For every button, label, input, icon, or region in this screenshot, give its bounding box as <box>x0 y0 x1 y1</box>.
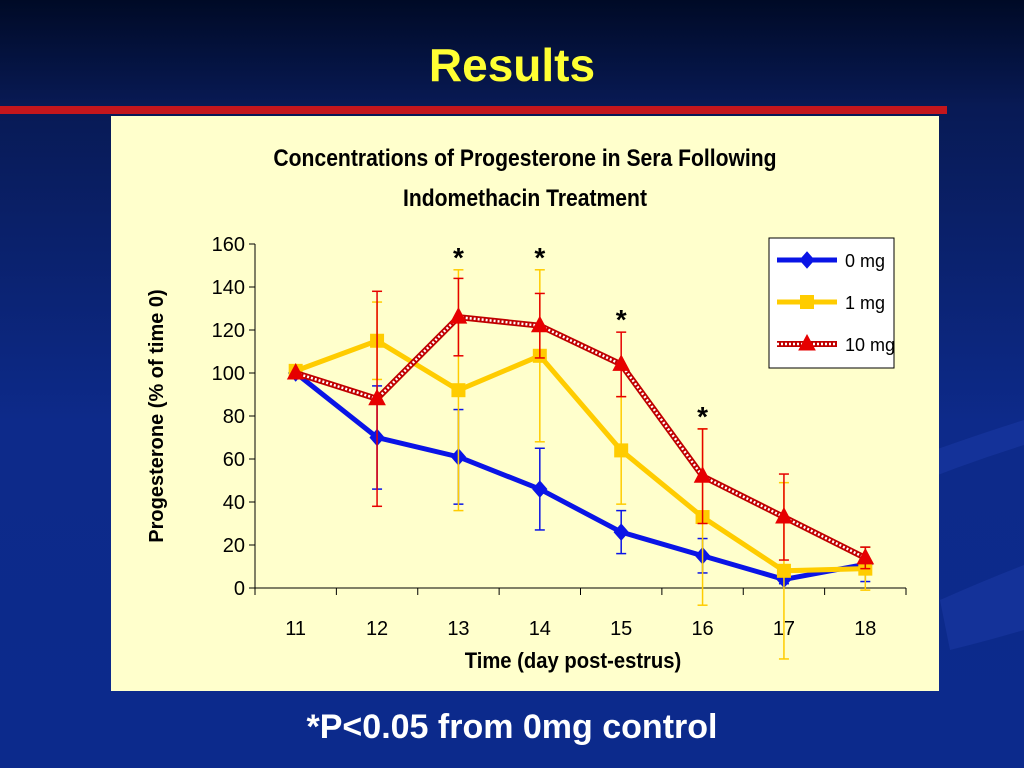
y-tick-label: 140 <box>212 277 245 299</box>
significance-marker: * <box>616 304 627 335</box>
legend-label-0-mg: 0 mg <box>845 251 885 271</box>
data-point-1-mg <box>614 443 629 458</box>
x-tick-label: 16 <box>691 618 713 640</box>
legend-label-10-mg: 10 mg <box>845 335 895 355</box>
data-point-10-mg <box>775 506 793 524</box>
significance-marker: * <box>453 242 464 273</box>
y-tick-label: 100 <box>212 363 245 385</box>
data-point-0-mg <box>532 480 548 498</box>
series-line-0-mg <box>294 371 866 582</box>
legend-marker-1-mg <box>800 295 814 309</box>
y-tick-label: 80 <box>223 406 245 428</box>
chart-title-line-2: Indomethacin Treatment <box>403 185 647 212</box>
data-point-10-mg <box>856 547 875 565</box>
data-point-10-mg <box>693 466 712 483</box>
y-tick-label: 120 <box>212 320 245 342</box>
legend-marker-10-mg <box>798 333 816 351</box>
data-point-1-mg <box>776 563 791 578</box>
significance-marker: * <box>534 242 545 273</box>
chart-title-line-1: Concentrations of Progesterone in Sera F… <box>273 145 776 172</box>
data-point-1-mg <box>451 383 466 398</box>
y-tick-label: 60 <box>223 449 245 471</box>
data-point-10-mg <box>286 362 305 380</box>
data-point-10-mg <box>612 354 631 371</box>
y-tick-label: 160 <box>212 234 245 256</box>
significance-footnote: *P<0.05 from 0mg control <box>306 708 718 746</box>
y-tick-label: 0 <box>234 578 245 600</box>
significance-marker: * <box>697 401 708 432</box>
legend-marker-0-mg <box>799 251 815 269</box>
x-tick-label: 13 <box>447 618 469 640</box>
y-tick-label: 20 <box>223 535 245 557</box>
title-divider <box>0 106 947 114</box>
data-point-0-mg <box>613 523 629 541</box>
x-tick-label: 11 <box>285 618 306 640</box>
series-line-10-mg-pattern <box>295 315 866 560</box>
chart-panel: Concentrations of Progesterone in Sera F… <box>111 116 939 691</box>
legend-label-1-mg: 1 mg <box>845 293 885 313</box>
progesterone-chart: Concentrations of Progesterone in Sera F… <box>146 145 907 673</box>
data-point-10-mg <box>449 307 468 324</box>
series-line-1-mg <box>294 337 866 574</box>
slide-title: Results <box>428 39 596 91</box>
x-tick-label: 15 <box>610 618 632 640</box>
y-tick-label: 40 <box>223 492 245 514</box>
x-axis-label: Time (day post-estrus) <box>465 649 682 673</box>
x-tick-label: 12 <box>366 618 388 640</box>
data-point-10-mg <box>530 315 549 333</box>
y-axis-label: Progesterone (% of time 0) <box>146 289 168 542</box>
x-tick-label: 18 <box>854 618 876 640</box>
x-tick-label: 14 <box>529 618 551 640</box>
data-point-10-mg <box>368 388 386 406</box>
